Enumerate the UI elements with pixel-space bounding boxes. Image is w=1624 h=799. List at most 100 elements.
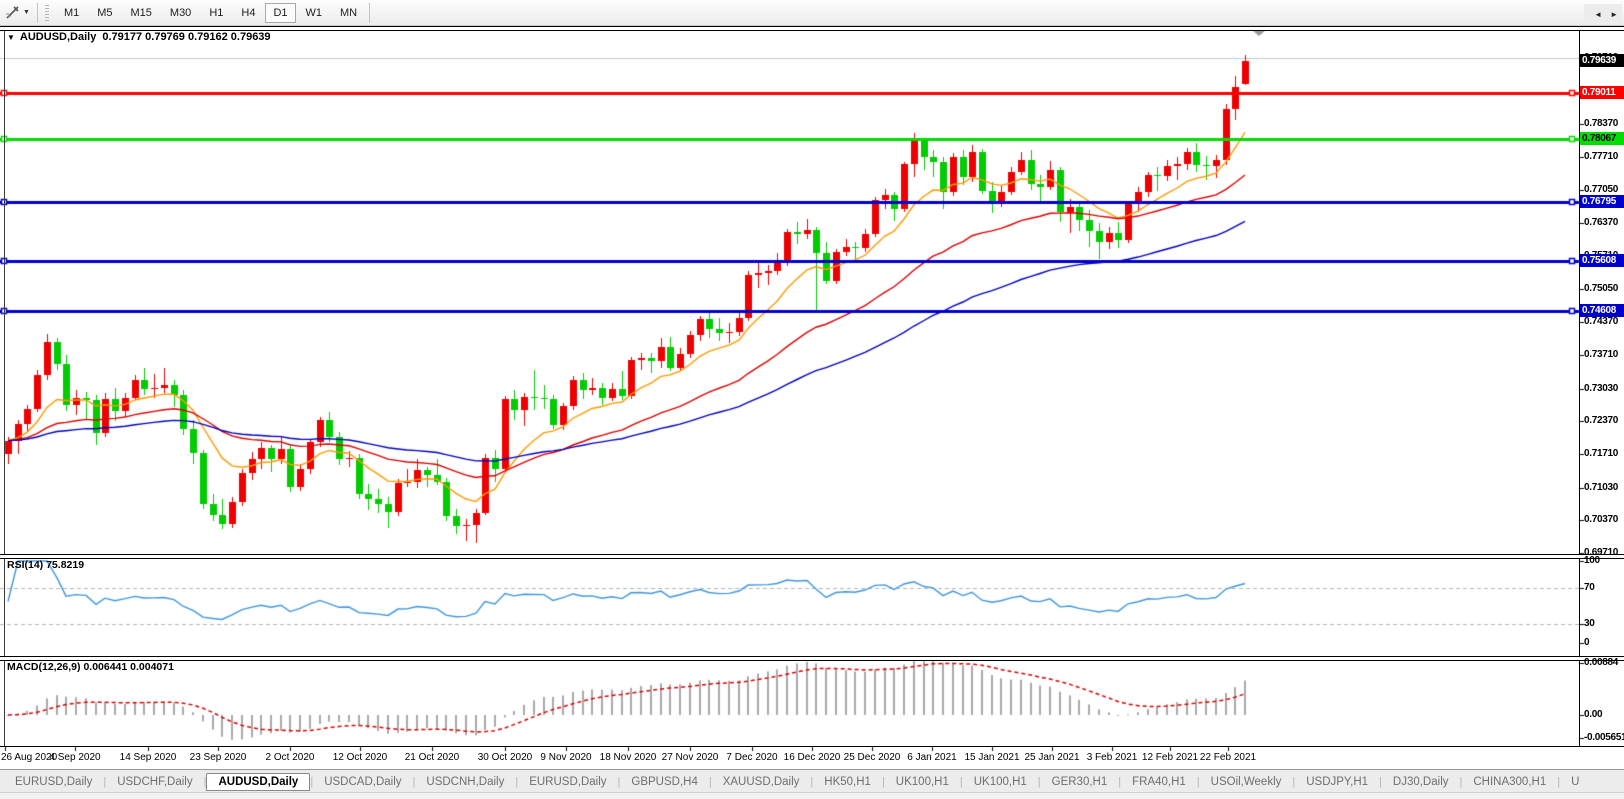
rsi-indicator-label: RSI(14) 75.8219 [7,559,85,571]
rsi-tick-label: 30 [1584,618,1595,629]
tab-eurusd-daily[interactable]: EURUSD,Daily [15,775,93,788]
tab-scroll-right-icon[interactable]: ► [1610,10,1618,19]
tab-scroll-arrows: ◄ ► [1584,4,1622,22]
tab-separator: | [412,775,416,788]
level-price-badge: 0.78067 [1580,132,1624,145]
tab-separator: | [881,775,885,788]
date-label: 25 Dec 2020 [843,752,901,763]
tab-separator: | [959,775,963,788]
tab-u[interactable]: U [1571,775,1580,788]
date-label: 23 Sep 2020 [189,752,247,763]
tab-uk100-h1[interactable]: UK100,H1 [973,775,1027,788]
date-label: 16 Dec 2020 [783,752,841,763]
date-label: 12 Oct 2020 [332,752,388,763]
price-tick-label: 0.77050 [1584,184,1619,195]
macd-panel-bottom-border [0,746,1624,747]
price-axis-line[interactable] [1579,29,1580,746]
tab-separator: | [708,775,712,788]
date-label: 15 Jan 2021 [964,752,1020,763]
rsi-tick-label: 70 [1584,582,1595,593]
date-label: 27 Nov 2020 [661,752,719,763]
tab-xauusd-daily[interactable]: XAUUSD,Daily [722,775,800,788]
tab-usdcad-daily[interactable]: USDCAD,Daily [324,775,402,788]
date-label: 21 Oct 2020 [404,752,460,763]
chart-title: ▼ AUDUSD,Daily 0.79177 0.79769 0.79162 0.7… [7,31,271,43]
date-label: 22 Feb 2021 [1199,752,1257,763]
status-strip [0,792,1624,799]
rsi-tick-label: 100 [1584,555,1600,566]
tab-separator: | [515,775,519,788]
tab-uk100-h1[interactable]: UK100,H1 [895,775,949,788]
date-label: 14 Sep 2020 [119,752,177,763]
price-tick-label: 0.77710 [1584,151,1619,162]
date-label: 6 Jan 2021 [907,752,957,763]
chart-tab-bar: EURUSD,Daily | USDCHF,Daily | AUDUSD,Daily | U… [0,769,1624,793]
tab-usdcnh-daily[interactable]: USDCNH,Daily [426,775,505,788]
macd-indicator-label: MACD(12,26,9) 0.006441 0.004071 [7,661,174,673]
tab-audusd-daily[interactable]: AUDUSD,Daily [206,772,311,791]
tab-strip: EURUSD,Daily | USDCHF,Daily | AUDUSD,Daily | U… [0,772,1590,791]
level-price-badge: 0.76795 [1580,195,1624,208]
main-rsi-panel-separator[interactable] [0,554,1624,559]
price-tick-label: 0.73030 [1584,383,1619,394]
symbol-dropdown-icon[interactable]: ▼ [7,33,15,42]
tab-separator: | [1196,775,1200,788]
tab-usoil-weekly[interactable]: USOil,Weekly [1210,775,1282,788]
tab-separator: | [1118,775,1122,788]
tab-usdchf-daily[interactable]: USDCHF,Daily [117,775,193,788]
date-label: 18 Nov 2020 [599,752,657,763]
price-tick-label: 0.69710 [1584,547,1619,558]
tab-separator: | [1292,775,1296,788]
price-tick-label: 0.76370 [1584,217,1619,228]
date-label: 26 Aug 2020 [1,752,58,763]
tab-separator: | [1037,775,1041,788]
level-price-badge: 0.74608 [1580,304,1624,317]
tab-separator: | [1459,775,1463,788]
price-tick-label: 0.78370 [1584,118,1619,129]
tab-separator: | [203,775,207,788]
tab-separator: | [617,775,621,788]
rsi-macd-panel-separator[interactable] [0,656,1624,661]
price-tick-label: 0.70370 [1584,514,1619,525]
tab-eurusd-daily[interactable]: EURUSD,Daily [529,775,607,788]
tab-separator: | [1557,775,1561,788]
macd-tick-label: 0.00884 [1584,657,1619,668]
date-label: 2 Oct 2020 [265,752,315,763]
tab-dj30-daily[interactable]: DJ30,Daily [1392,775,1449,788]
tab-fra40-h1[interactable]: FRA40,H1 [1132,775,1186,788]
tab-scroll-left-icon[interactable]: ◄ [1594,10,1603,19]
date-label: 25 Jan 2021 [1024,752,1080,763]
tab-gbpusd-h4[interactable]: GBPUSD,H4 [631,775,698,788]
price-tick-label: 0.73710 [1584,349,1619,360]
chart-window-top-border [0,26,1624,31]
macd-tick-label: 0.00 [1584,709,1603,720]
date-label: 30 Oct 2020 [477,752,533,763]
price-tick-label: 0.74370 [1584,316,1619,327]
price-tick-label: 0.75050 [1584,283,1619,294]
tab-separator: | [1379,775,1382,788]
level-price-badge: 0.79011 [1580,86,1624,99]
price-tick-label: 0.71710 [1584,448,1619,459]
date-label: 3 Feb 2021 [1086,752,1138,763]
macd-tick-label: -0.005651 [1584,732,1624,743]
tab-separator: | [103,775,107,788]
chart-symbol: AUDUSD,Daily [19,31,97,43]
current-price-badge: 0.79639 [1580,54,1624,67]
chart-left-border [4,29,5,746]
tab-usdjpy-h1[interactable]: USDJPY,H1 [1306,775,1369,788]
date-label: 7 Dec 2020 [726,752,778,763]
date-label: 12 Feb 2021 [1141,752,1199,763]
tab-separator: | [810,775,814,788]
tab-china300-h1[interactable]: CHINA300,H1 [1473,775,1547,788]
price-tick-label: 0.72370 [1584,415,1619,426]
tab-hk50-h1[interactable]: HK50,H1 [824,775,871,788]
level-price-badge: 0.75608 [1580,254,1624,267]
price-tick-label: 0.71030 [1584,482,1619,493]
tab-ger30-h1[interactable]: GER30,H1 [1051,775,1108,788]
date-label: 4 Sep 2020 [49,752,101,763]
tab-separator: | [310,775,314,788]
chart-ohlc-values: 0.79177 0.79769 0.79162 0.79639 [102,31,271,43]
date-label: 9 Nov 2020 [540,752,592,763]
